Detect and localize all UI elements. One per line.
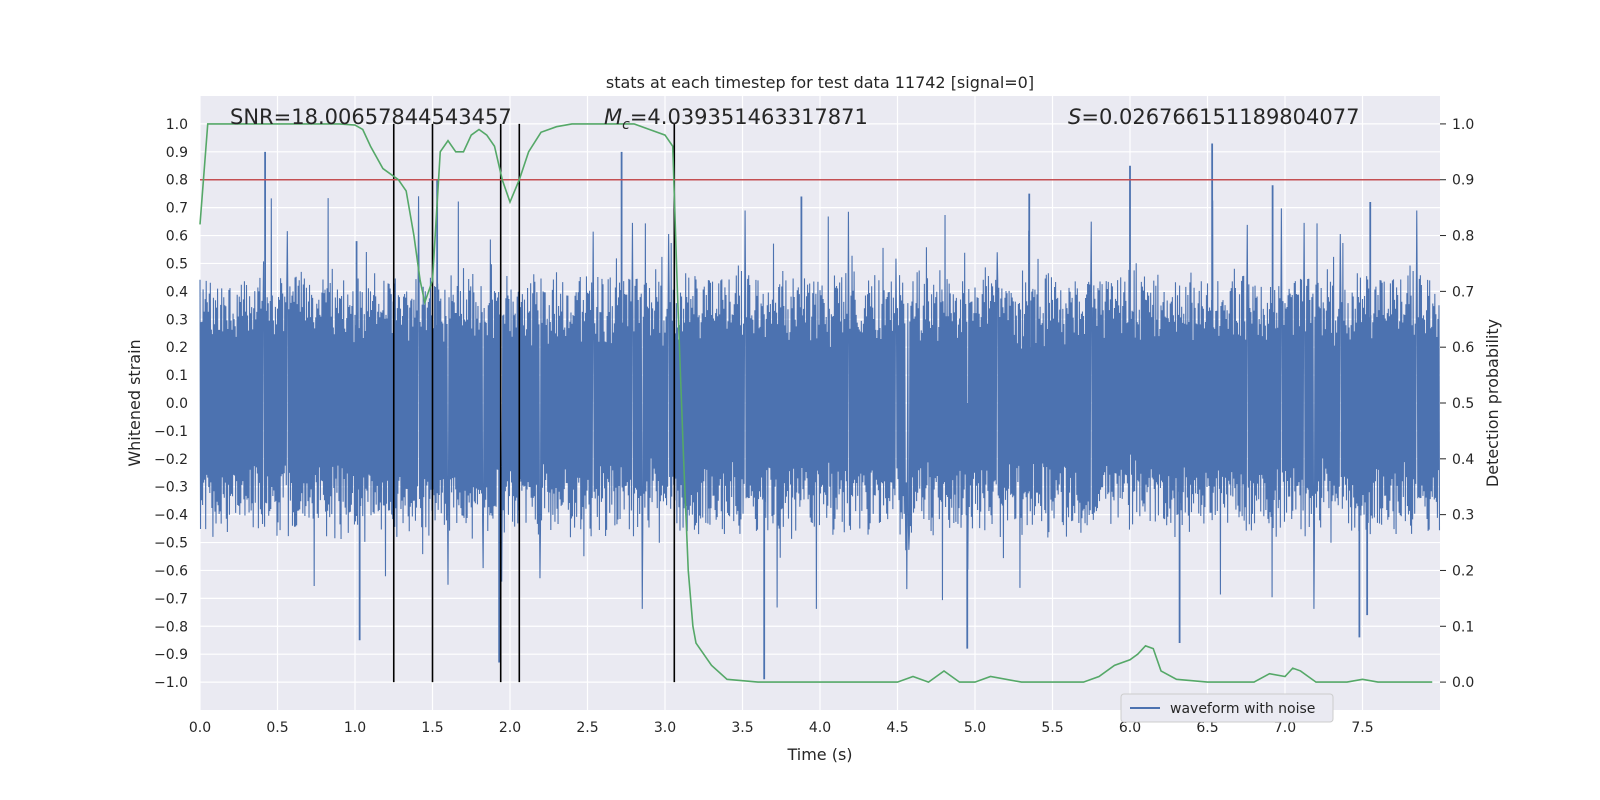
x-tick-label: 0.5	[266, 720, 288, 736]
x-tick-label: 2.0	[499, 720, 521, 736]
x-tick-label: 5.5	[1041, 720, 1063, 736]
event-lines	[392, 123, 676, 683]
waveform-series	[199, 143, 1441, 680]
y-tick-label: −0.5	[154, 536, 188, 552]
detection-probability-line	[199, 123, 1433, 683]
y-tick-label: −0.7	[154, 591, 188, 607]
y2-tick-label: 1.0	[1452, 117, 1474, 133]
y-tick-label: −0.8	[154, 619, 188, 635]
left-axis: 1.0 0.9 0.8 0.7 0.6 0.5 0.4 0.3 0.2 0.1 0.0 −0.1 −0.…	[154, 117, 188, 691]
x-tick-label: 7.0	[1274, 720, 1296, 736]
x-tick-label: 5.0	[964, 720, 986, 736]
waveform-line	[199, 196, 1441, 609]
y-tick-label: 0.9	[166, 145, 188, 161]
y-tick-label: −1.0	[154, 675, 188, 691]
y2-axis-label: Detection probability	[1483, 319, 1502, 487]
y-tick-label: −0.1	[154, 424, 188, 440]
legend: waveform with noise	[1120, 693, 1334, 723]
x-tick-label: 1.0	[344, 720, 366, 736]
x-tick-label: 1.5	[421, 720, 443, 736]
y-tick-label: 0.0	[166, 396, 188, 412]
x-tick-label: 6.5	[1196, 720, 1218, 736]
y-tick-label: −0.2	[154, 452, 188, 468]
x-tick-label: 3.5	[731, 720, 753, 736]
y-tick-label: 0.2	[166, 340, 188, 356]
snr-annotation: SNR=18.00657844543457	[230, 105, 512, 129]
legend-label: waveform with noise	[1170, 701, 1315, 717]
y2-tick-label: 0.6	[1452, 340, 1474, 356]
x-axis: 0.0 0.5 1.0 1.5 2.0 2.5 3.0 3.5 4.0 4.5 5.0 5.5 6.0 6…	[189, 720, 1374, 736]
x-tick-label: 3.0	[654, 720, 676, 736]
y-tick-label: 0.5	[166, 256, 188, 272]
y2-tick-label: 0.5	[1452, 396, 1474, 412]
x-tick-label: 6.0	[1119, 720, 1141, 736]
y-tick-label: 0.4	[166, 284, 188, 300]
x-tick-label: 4.0	[809, 720, 831, 736]
y-tick-label: 0.8	[166, 173, 188, 189]
y2-tick-label: 0.2	[1452, 563, 1474, 579]
chirp-mass-symbol: M	[604, 105, 622, 129]
y2-tick-label: 0.9	[1452, 173, 1474, 189]
y-tick-label: −0.9	[154, 647, 188, 663]
y-tick-label: −0.4	[154, 508, 188, 524]
y-tick-label: 0.7	[166, 201, 188, 217]
y2-tick-label: 0.1	[1452, 619, 1474, 635]
right-axis: 1.0 0.9 0.8 0.7 0.6 0.5 0.4 0.3 0.2 0.1 0.0	[1440, 117, 1474, 691]
y2-tick-label: 0.8	[1452, 229, 1474, 245]
y-tick-label: 0.6	[166, 229, 188, 245]
x-tick-label: 2.5	[576, 720, 598, 736]
y-tick-label: 0.1	[166, 368, 188, 384]
s-value: =0.026766151189804077	[1081, 105, 1359, 129]
x-axis-label: Time (s)	[786, 745, 852, 764]
y-tick-label: 0.3	[166, 312, 188, 328]
x-tick-label: 0.0	[189, 720, 211, 736]
y2-tick-label: 0.3	[1452, 508, 1474, 524]
y2-tick-label: 0.4	[1452, 452, 1474, 468]
x-tick-label: 7.5	[1351, 720, 1373, 736]
chirp-mass-subscript: c	[622, 117, 630, 133]
s-symbol: S	[1068, 105, 1081, 129]
y-tick-label: −0.6	[154, 563, 188, 579]
y2-tick-label: 0.0	[1452, 675, 1474, 691]
y-tick-label: −0.3	[154, 480, 188, 496]
y2-tick-label: 0.7	[1452, 284, 1474, 300]
chart-title: stats at each timestep for test data 117…	[606, 73, 1034, 92]
y-axis-label: Whitened strain	[125, 339, 144, 466]
s-annotation: S=0.026766151189804077	[1068, 105, 1359, 129]
chirp-mass-value: =4.039351463317871	[630, 105, 868, 129]
y-tick-label: 1.0	[166, 117, 188, 133]
legend-box	[1120, 693, 1334, 723]
x-tick-label: 4.5	[886, 720, 908, 736]
chirp-mass-annotation: Mc=4.039351463317871	[604, 105, 868, 133]
